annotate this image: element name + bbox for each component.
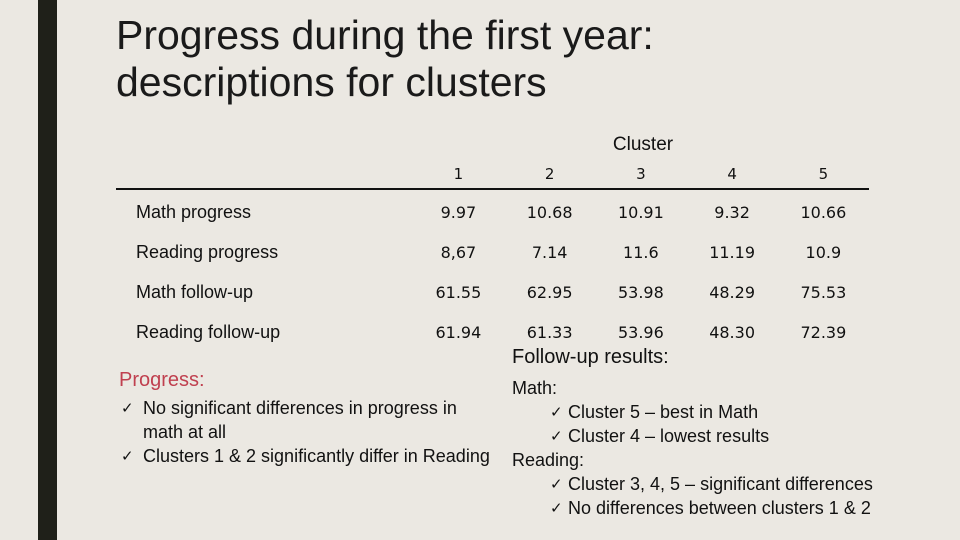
check-icon: ✓ [550,427,563,445]
list-item-text: Cluster 3, 4, 5 – significant difference… [568,474,873,494]
table-cell: 11.19 [709,242,755,262]
table-cell: 9.97 [440,202,477,222]
table-cell: 48.29 [709,282,755,302]
check-icon: ✓ [550,403,563,421]
table-cell: 61.94 [435,322,482,342]
math-label: Math: [512,378,558,398]
cluster-table: 1 2 3 4 5 Math progress 9.97 10.68 10.91… [116,160,869,350]
row-label: Math follow-up [136,281,254,302]
table-cell: 61.55 [435,282,482,302]
check-icon: ✓ [550,499,563,517]
table-cell: 10.66 [800,202,847,222]
table-row: Reading follow-up 61.94 61.33 53.96 48.3… [116,310,869,350]
table-cell: 7.14 [531,242,568,262]
table-cell: 62.95 [526,282,573,302]
table-cell: 72.39 [800,322,847,342]
list-item-text: Clusters 1 & 2 significantly differ in R… [143,446,490,466]
table-row: Math follow-up 61.55 62.95 53.98 48.29 7… [116,270,869,310]
side-accent-bar [38,0,57,540]
reading-label: Reading: [512,450,585,470]
table-header-blank [116,160,413,190]
table-row: Reading progress 8,67 7.14 11.6 11.19 10… [116,230,869,270]
row-label: Reading progress [136,241,279,262]
progress-heading: Progress: [119,369,205,391]
table-cell: 8,67 [440,242,477,262]
list-item-text: No differences between clusters 1 & 2 [568,498,871,518]
check-icon: ✓ [121,447,134,465]
check-icon: ✓ [550,475,563,493]
list-item: ✓ Cluster 4 – lowest results [550,424,952,448]
followup-section: Follow-up results: Math: ✓ Cluster 5 – b… [512,344,952,520]
table-cell: 53.98 [617,282,664,302]
list-item: ✓ No differences between clusters 1 & 2 [550,496,952,520]
list-item-text: No significant differences in progress i… [143,398,457,442]
column-header: 1 [412,160,505,190]
slide-title: Progress during the first year: descript… [116,12,916,106]
column-header: 4 [686,160,778,190]
table-cell: 11.6 [623,242,659,262]
column-header: 2 [504,160,596,190]
list-item-text: Cluster 5 – best in Math [568,402,759,422]
check-icon: ✓ [121,399,134,417]
reading-results-list: ✓ Cluster 3, 4, 5 – significant differen… [512,472,952,520]
table-cell: 48.30 [709,322,755,342]
column-header: 5 [777,160,869,190]
table-cell: 9.32 [714,202,750,222]
table-cell: 10.91 [617,202,664,222]
progress-list: ✓ No significant differences in progress… [119,396,499,468]
table-group-header: Cluster [612,134,674,155]
row-label: Reading follow-up [136,321,281,342]
table-cell: 61.33 [526,322,573,342]
table-header-row: 1 2 3 4 5 [116,160,869,190]
list-item: ✓ Clusters 1 & 2 significantly differ in… [119,444,499,468]
table-cell: 10.68 [526,202,573,222]
table-cell: 75.53 [800,282,847,302]
row-label: Math progress [136,201,252,222]
table-row: Math progress 9.97 10.68 10.91 9.32 10.6… [116,189,869,230]
table-cell: 53.96 [617,322,664,342]
table-cell: 10.9 [805,242,842,262]
slide-title-line-2: descriptions for clusters [116,59,547,105]
slide-title-line-1: Progress during the first year: [116,12,654,58]
list-item: ✓ No significant differences in progress… [119,396,499,444]
list-item: ✓ Cluster 3, 4, 5 – significant differen… [550,472,952,496]
column-header: 3 [595,160,687,190]
followup-heading: Follow-up results: [512,346,669,368]
list-item: ✓ Cluster 5 – best in Math [550,400,952,424]
list-item-text: Cluster 4 – lowest results [568,426,770,446]
math-results-list: ✓ Cluster 5 – best in Math ✓ Cluster 4 –… [512,400,952,448]
